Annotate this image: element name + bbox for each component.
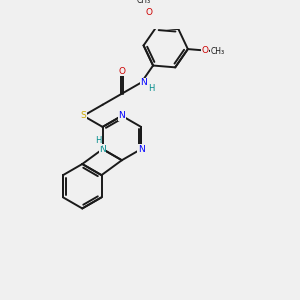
Text: O: O	[118, 67, 125, 76]
Text: N: N	[140, 78, 147, 87]
Text: N: N	[99, 145, 106, 154]
Text: CH₃: CH₃	[136, 0, 151, 5]
Text: N: N	[138, 145, 144, 154]
Text: CH₃: CH₃	[211, 47, 225, 56]
Text: N: N	[118, 111, 125, 120]
Text: H: H	[95, 136, 102, 146]
Text: O: O	[146, 8, 152, 16]
Text: O: O	[201, 46, 208, 55]
Text: S: S	[80, 111, 86, 120]
Text: H: H	[148, 84, 154, 93]
